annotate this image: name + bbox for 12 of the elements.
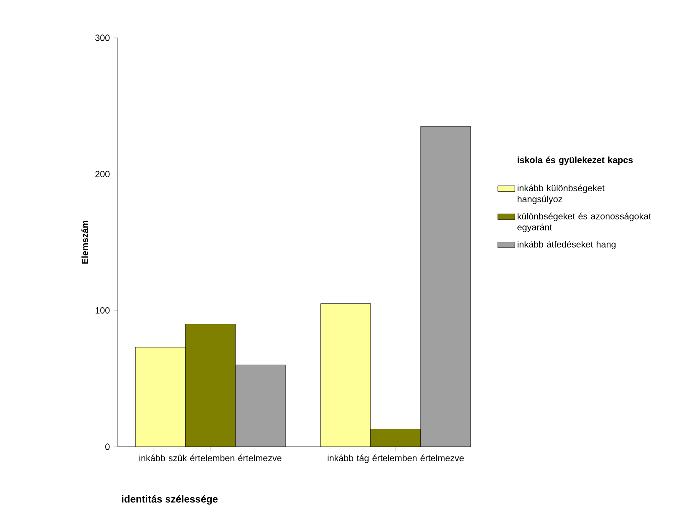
y-axis-title: Elemszám <box>82 221 88 264</box>
y-tick-label: 300 <box>96 34 110 42</box>
legend-label: különbségeket és azonosságokat egyaránt <box>518 212 652 232</box>
x-tick-label: inkább tág értelemben értelmezve <box>328 454 464 464</box>
y-tick-label: 200 <box>96 171 110 178</box>
x-axis-title: identitás szélessége <box>122 495 218 505</box>
legend-label: inkább átfedéseket hang <box>518 241 616 250</box>
legend-label: inkább különbségeket hangsúlyoz <box>518 184 605 204</box>
legend-title: iskola és gyülekezet kapcs <box>518 156 633 166</box>
y-tick-label: 0 <box>106 444 110 450</box>
x-tick-label: inkább szûk értelemben értelmezve <box>140 454 282 462</box>
y-tick-label: 100 <box>96 307 110 314</box>
